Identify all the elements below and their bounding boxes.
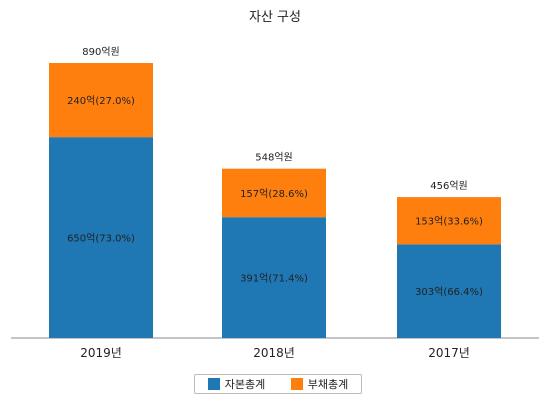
- legend-swatch-liabilities: [290, 378, 303, 390]
- bar-liabilities-1[interactable]: [222, 168, 326, 218]
- data-label-equity-0: 650억(73.0%): [67, 233, 135, 245]
- x-tick-label-1: 2018년: [253, 346, 295, 360]
- legend-item-equity[interactable]: 자본총계: [207, 376, 266, 392]
- chart-title: 자산 구성: [249, 10, 301, 25]
- data-label-liabilities-2: 153억(33.6%): [415, 216, 483, 228]
- legend: 자본총계 부채총계: [194, 374, 362, 394]
- legend-item-liabilities[interactable]: 부채총계: [290, 376, 349, 392]
- legend-swatch-equity: [207, 378, 220, 390]
- x-tick-label-2: 2017년: [428, 346, 470, 360]
- total-label-0: 890억원: [82, 46, 120, 58]
- legend-label-liabilities: 부채총계: [307, 378, 349, 391]
- bar-equity-2[interactable]: [397, 244, 501, 338]
- bar-equity-0[interactable]: [49, 137, 153, 338]
- legend-label-equity: 자본총계: [224, 378, 266, 391]
- bar-equity-1[interactable]: [222, 217, 326, 338]
- bar-liabilities-2[interactable]: [397, 197, 501, 245]
- data-label-liabilities-0: 240억(27.0%): [67, 95, 135, 107]
- x-tick-label-0: 2019년: [80, 346, 122, 360]
- total-label-2: 456억원: [430, 180, 468, 192]
- bars-layer: 650억(73.0%) 240억(27.0%) 890억원 2019년 391억(71.…: [49, 46, 501, 360]
- bar-liabilities-0[interactable]: [49, 62, 153, 138]
- data-label-liabilities-1: 157억(28.6%): [240, 188, 308, 200]
- data-label-equity-2: 303억(66.4%): [415, 286, 483, 298]
- data-label-equity-1: 391억(71.4%): [240, 273, 308, 285]
- total-label-1: 548억원: [255, 152, 293, 164]
